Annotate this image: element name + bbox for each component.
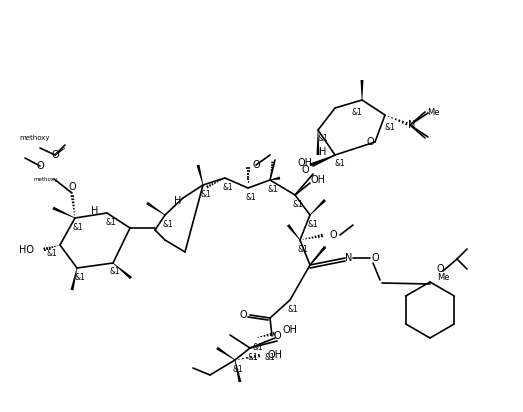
Text: &1: &1 <box>110 267 120 276</box>
Text: &1: &1 <box>247 353 258 361</box>
Text: OH: OH <box>298 158 313 168</box>
Text: O: O <box>36 161 44 171</box>
Text: &1: &1 <box>201 190 211 199</box>
Text: O: O <box>301 165 309 175</box>
Text: N: N <box>408 120 416 130</box>
Text: &1: &1 <box>73 222 83 232</box>
Text: &1: &1 <box>308 220 319 229</box>
Text: N: N <box>345 253 353 263</box>
Polygon shape <box>310 246 326 265</box>
Text: O: O <box>68 182 76 192</box>
Text: HO: HO <box>19 245 34 255</box>
Polygon shape <box>316 130 320 155</box>
Text: &1: &1 <box>384 122 395 131</box>
Polygon shape <box>216 347 235 360</box>
Text: H: H <box>320 147 327 157</box>
Text: &1: &1 <box>288 304 299 314</box>
Text: H: H <box>90 206 98 216</box>
Polygon shape <box>310 155 335 166</box>
Text: &1: &1 <box>298 244 309 253</box>
Text: O: O <box>436 264 444 274</box>
Polygon shape <box>287 224 300 240</box>
Text: &1: &1 <box>351 108 362 117</box>
Text: &1: &1 <box>75 272 85 281</box>
Text: &1: &1 <box>335 159 345 168</box>
Text: &1: &1 <box>265 353 276 361</box>
Polygon shape <box>360 80 363 100</box>
Text: O: O <box>51 150 59 160</box>
Text: Me: Me <box>427 108 439 117</box>
Polygon shape <box>113 263 132 279</box>
Text: OH: OH <box>311 175 325 185</box>
Text: Me: Me <box>437 272 449 281</box>
Text: O: O <box>366 137 374 147</box>
Text: OH: OH <box>267 350 282 360</box>
Text: &1: &1 <box>246 192 256 201</box>
Text: methoxy: methoxy <box>34 176 58 182</box>
Text: O: O <box>273 331 281 341</box>
Text: methoxy: methoxy <box>20 135 50 141</box>
Polygon shape <box>310 199 326 215</box>
Text: &1: &1 <box>293 199 303 208</box>
Text: OH: OH <box>282 325 298 335</box>
Polygon shape <box>54 148 65 156</box>
Polygon shape <box>197 165 203 185</box>
Text: O: O <box>371 253 379 263</box>
Text: &1: &1 <box>163 220 174 229</box>
Text: &1: &1 <box>253 342 264 351</box>
Text: O: O <box>239 310 247 320</box>
Text: H: H <box>174 196 181 206</box>
Polygon shape <box>235 360 242 382</box>
Text: &1: &1 <box>47 250 58 258</box>
Text: &1: &1 <box>317 133 328 143</box>
Text: O: O <box>252 160 260 170</box>
Polygon shape <box>270 176 280 180</box>
Polygon shape <box>146 202 165 215</box>
Text: O: O <box>329 230 337 240</box>
Text: &1: &1 <box>223 183 233 192</box>
Text: &1: &1 <box>233 365 243 374</box>
Text: &1: &1 <box>106 218 117 227</box>
Polygon shape <box>52 207 75 218</box>
Polygon shape <box>71 268 77 290</box>
Text: &1: &1 <box>268 185 278 194</box>
